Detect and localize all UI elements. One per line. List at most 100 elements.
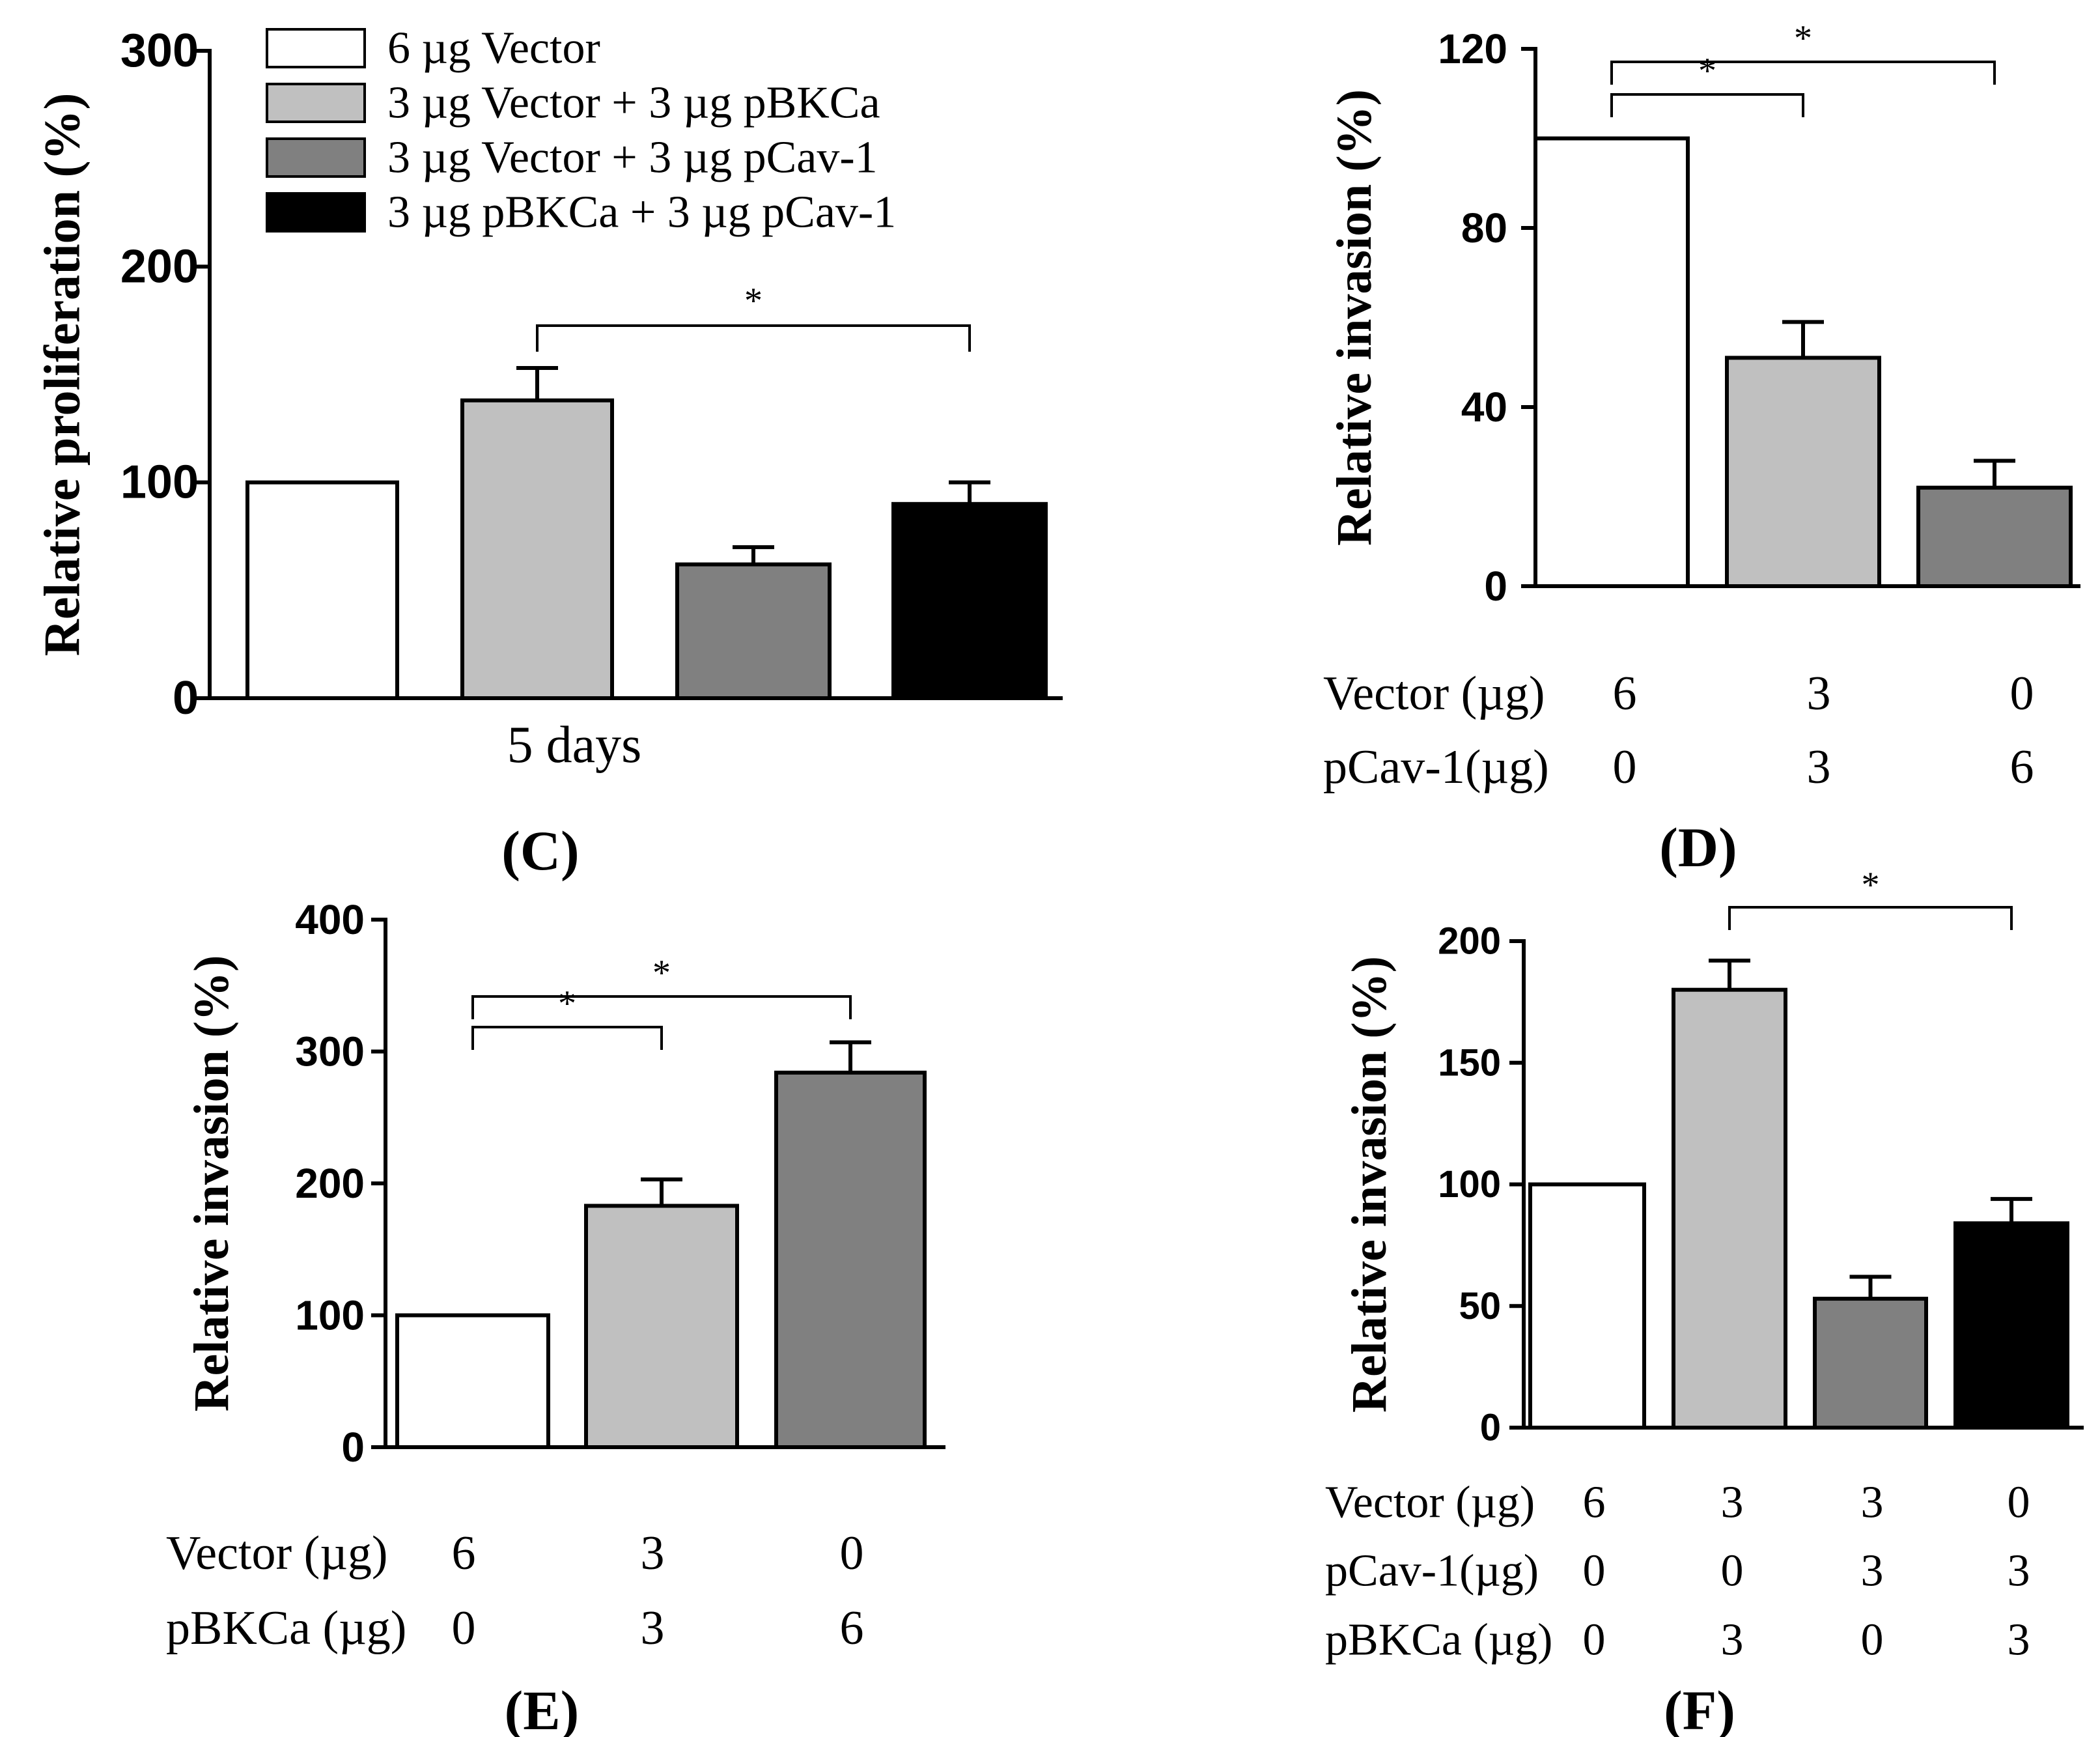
panel-d-error-bar-2	[1782, 320, 1824, 358]
panel-f-condition-value: 0	[1583, 1615, 1606, 1665]
panel-c-legend-label-4: 3 µg pBKCa + 3 µg pCav-1	[387, 188, 896, 238]
panel-c-y-tick-label: 200	[120, 240, 199, 292]
panel-f-y-tick-label: 200	[1438, 920, 1501, 963]
panel-e-error-bar-2	[641, 1177, 682, 1206]
panel-c-y-tick-label: 0	[173, 672, 199, 724]
panel-f-y-axis-label: Relative invasion (%)	[1342, 956, 1397, 1413]
panel-d-bar-1	[1533, 136, 1690, 588]
panel-f-condition-value: 3	[2008, 1615, 2030, 1665]
panel-e-significance-bracket	[471, 995, 852, 1019]
panel-f-condition-value: 0	[1861, 1615, 1884, 1665]
panel-f-condition-value: 0	[2008, 1478, 2030, 1528]
panel-c-legend-swatch-3	[266, 137, 366, 178]
panel-f-condition-row-label: Vector (µg)	[1325, 1478, 1535, 1528]
panel-f-condition-value: 0	[1721, 1546, 1744, 1596]
panel-f-y-tick-label: 150	[1438, 1041, 1501, 1084]
panel-e-significance-star: *	[652, 953, 671, 993]
panel-f-error-bar-2	[1709, 958, 1750, 990]
panel-e-y-tick-label: 400	[295, 896, 365, 943]
panel-e-bar-1	[395, 1313, 550, 1449]
panel-c-bar-1	[245, 480, 399, 701]
panel-c-significance-star: *	[744, 281, 763, 321]
panel-e-condition-value: 3	[641, 1602, 665, 1655]
panel-d-y-tick-label: 80	[1461, 205, 1507, 251]
panel-d-condition-value: 6	[2010, 741, 2034, 794]
panel-f-condition-value: 3	[1861, 1546, 1884, 1596]
panel-f-bar-2	[1672, 987, 1787, 1430]
panel-c: 0 100 200 300 Relative proliferation (%) 5 da…	[34, 23, 1063, 882]
panel-d-bar-2	[1725, 356, 1881, 588]
panel-e-bar-2	[584, 1204, 739, 1450]
panel-d: 0 40 80 120 Relative invasion (%) * * Vector (µ…	[1323, 18, 2080, 879]
panel-d-condition-value: 3	[1807, 741, 1831, 794]
panel-c-significance-bracket	[536, 324, 971, 352]
panel-c-bar-3	[675, 562, 832, 700]
panel-f-condition-row-label: pCav-1(µg)	[1325, 1546, 1539, 1596]
panel-d-significance-bracket	[1610, 61, 1996, 85]
panel-c-legend-swatch-2	[266, 83, 366, 123]
panel-e-condition-value: 6	[452, 1527, 476, 1580]
panel-c-legend-label-2: 3 µg Vector + 3 µg pBKCa	[387, 78, 880, 128]
panel-d-y-tick-label: 120	[1438, 25, 1507, 72]
panel-c-bar-2	[460, 398, 614, 700]
panel-f-y-tick-label: 0	[1480, 1407, 1501, 1449]
panel-c-y-axis-label: Relative proliferation (%)	[34, 92, 91, 656]
panel-f-bar-1	[1528, 1182, 1646, 1430]
panel-c-label: (C)	[501, 819, 579, 882]
panel-d-significance-star: *	[1698, 51, 1716, 91]
panel-f-condition-value: 3	[1861, 1478, 1884, 1528]
panel-f-y-tick-label: 50	[1459, 1285, 1501, 1327]
panel-f-label: (F)	[1664, 1679, 1735, 1737]
panel-d-condition-value: 0	[1613, 741, 1637, 794]
panel-e-y-tick-label: 200	[295, 1160, 365, 1207]
panel-f-significance-bracket	[1728, 906, 2013, 930]
panel-e-y-tick-label: 300	[295, 1028, 365, 1075]
panel-c-legend-swatch-4	[266, 192, 366, 233]
panel-c-bar-4	[891, 501, 1048, 700]
panel-d-y-axis-label: Relative invasion (%)	[1327, 89, 1382, 546]
panel-e-label: (E)	[505, 1679, 580, 1737]
panel-f-condition-row-label: pBKCa (µg)	[1325, 1615, 1552, 1665]
panel-f: 0 50 100 150 200 Relative invasion (%) * Vector…	[1325, 865, 2084, 1737]
panel-f-error-bar-4	[1991, 1196, 2032, 1224]
panel-e-y-tick-label: 100	[295, 1292, 365, 1339]
panel-e-error-bar-3	[830, 1040, 871, 1073]
panel-c-y-tick-label: 100	[120, 457, 199, 509]
panel-f-significance-star: *	[1862, 865, 1880, 905]
panel-c-y-tick-label: 300	[120, 25, 199, 77]
panel-e-significance-star: *	[558, 983, 576, 1024]
panel-c-legend-swatch-1	[266, 28, 366, 68]
panel-f-error-bar-3	[1849, 1275, 1892, 1299]
panel-f-condition-value: 3	[1721, 1615, 1744, 1665]
panel-d-error-bar-3	[1974, 459, 2015, 488]
panel-e-bar-3	[774, 1070, 927, 1449]
panel-e-condition-row-label: Vector (µg)	[166, 1527, 388, 1580]
panel-e-condition-row-label: pBKCa (µg)	[166, 1602, 406, 1655]
panel-d-y-tick-label: 0	[1484, 563, 1507, 610]
panel-e-y-tick-label: 0	[341, 1424, 365, 1471]
panel-c-legend-label-1: 6 µg Vector	[387, 23, 600, 74]
panel-d-condition-value: 3	[1807, 667, 1831, 720]
panel-e-condition-value: 0	[452, 1602, 476, 1655]
panel-d-significance-bracket	[1610, 93, 1804, 117]
panel-e-condition-value: 3	[641, 1527, 665, 1580]
panel-f-condition-value: 6	[1583, 1478, 1606, 1528]
panel-d-condition-row-label: pCav-1(µg)	[1323, 741, 1549, 794]
panel-d-bar-3	[1916, 485, 2073, 588]
panel-d-condition-value: 0	[2010, 667, 2034, 720]
panel-d-label: (D)	[1659, 816, 1737, 879]
panel-d-condition-row-label: Vector (µg)	[1323, 667, 1545, 720]
panel-e-condition-value: 6	[840, 1602, 864, 1655]
panel-d-condition-value: 6	[1613, 667, 1637, 720]
panel-c-legend-label-3: 3 µg Vector + 3 µg pCav-1	[387, 133, 878, 183]
panel-d-significance-star: *	[1794, 18, 1812, 59]
panel-d-y-tick-label: 40	[1461, 384, 1507, 431]
panel-f-condition-value: 3	[1721, 1478, 1744, 1528]
panel-f-bar-4	[1953, 1221, 2069, 1430]
panel-e-condition-value: 0	[840, 1527, 864, 1580]
panel-c-x-axis-label: 5 days	[507, 716, 642, 774]
panel-f-condition-value: 3	[2008, 1546, 2030, 1596]
panel-e-y-axis-label: Relative invasion (%)	[184, 955, 239, 1412]
